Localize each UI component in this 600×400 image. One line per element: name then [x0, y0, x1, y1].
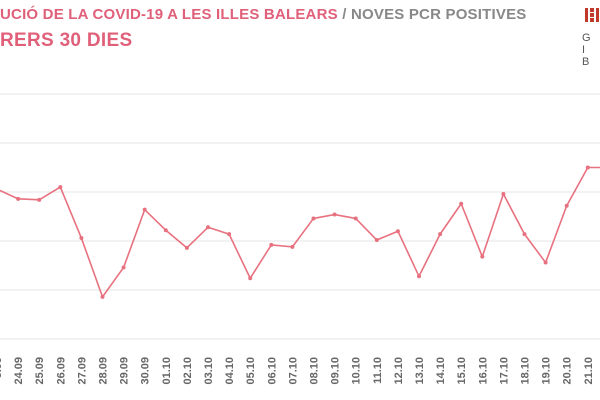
data-point-13.10	[417, 274, 421, 279]
data-point-12.10	[395, 229, 400, 234]
data-point-07.10	[290, 244, 295, 249]
data-point-04.10	[227, 232, 232, 237]
data-point-17.10	[501, 191, 506, 196]
title-separator: /	[342, 6, 347, 23]
data-point-21.10	[585, 165, 590, 170]
x-tick-label-05.10: 05.10	[245, 357, 257, 385]
x-tick-label-12.10: 12.10	[393, 357, 405, 385]
x-tick-label-16.10: 16.10	[477, 357, 489, 385]
data-point-30.09	[142, 207, 147, 212]
data-point-06.10	[269, 242, 274, 247]
data-point-18.10	[522, 232, 527, 237]
x-tick-label-26.09: 26.09	[55, 357, 67, 385]
govern-logo-icon	[585, 8, 599, 22]
x-tick-label-01.10: 01.10	[161, 357, 173, 385]
x-tick-label-03.10: 03.10	[203, 357, 215, 385]
title-main: UCIÓ DE LA COVID-19 A LES ILLES BALEARS	[0, 6, 338, 23]
data-point-01.10	[163, 228, 168, 233]
x-tick-label-28.09: 28.09	[98, 357, 110, 385]
x-tick-label-29.09: 29.09	[119, 357, 131, 385]
data-point-14.10	[438, 232, 443, 237]
x-tick-label-17.10: 17.10	[498, 357, 510, 385]
x-tick-label-25.09: 25.09	[34, 357, 46, 385]
govern-logo: G I B	[579, 6, 600, 68]
x-tick-label-15.10: 15.10	[456, 357, 468, 385]
data-point-26.09	[58, 185, 63, 190]
data-point-02.10	[184, 245, 189, 250]
x-tick-label-04.10: 04.10	[224, 357, 236, 385]
x-tick-label-23.09: 3.09	[0, 357, 4, 378]
data-point-28.09	[100, 294, 105, 299]
logo-letter-g: G	[582, 32, 591, 44]
x-tick-label-24.09: 24.09	[13, 357, 25, 385]
data-point-27.09	[79, 236, 84, 241]
x-tick-label-08.10: 08.10	[309, 357, 321, 385]
x-tick-label-06.10: 06.10	[266, 357, 278, 385]
x-tick-label-11.10: 11.10	[372, 357, 384, 384]
data-point-05.10	[248, 276, 253, 281]
x-tick-label-14.10: 14.10	[435, 357, 447, 385]
data-point-08.10	[311, 216, 316, 221]
x-tick-label-10.10: 10.10	[351, 357, 363, 385]
x-tick-label-27.09: 27.09	[76, 357, 88, 385]
data-point-09.10	[332, 212, 337, 217]
logo-letter-b: B	[582, 56, 590, 68]
chart-subtitle: RERS 30 DIES	[0, 30, 133, 51]
data-point-24.09	[16, 196, 21, 201]
chart-title: UCIÓ DE LA COVID-19 A LES ILLES BALEARS …	[0, 6, 526, 28]
x-tick-label-07.10: 07.10	[287, 357, 299, 385]
title-sub: NOVES PCR POSITIVES	[350, 6, 527, 23]
series-line	[0, 166, 600, 298]
data-point-19.10	[543, 260, 548, 265]
data-point-20.10	[564, 203, 569, 208]
data-point-11.10	[374, 238, 379, 243]
data-point-25.09	[37, 197, 42, 202]
data-point-16.10	[480, 254, 485, 259]
x-tick-label-21.10: 21.10	[583, 357, 595, 385]
x-tick-label-19.10: 19.10	[541, 357, 553, 385]
x-tick-label-02.10: 02.10	[182, 357, 194, 385]
data-point-29.09	[121, 265, 126, 270]
data-point-15.10	[459, 201, 464, 206]
x-tick-label-09.10: 09.10	[330, 357, 342, 385]
x-tick-label-20.10: 20.10	[562, 357, 574, 385]
data-point-03.10	[206, 225, 210, 230]
x-tick-label-18.10: 18.10	[520, 357, 532, 385]
data-point-10.10	[353, 216, 358, 221]
x-tick-label-30.09: 30.09	[140, 357, 152, 385]
x-tick-label-13.10: 13.10	[414, 357, 426, 385]
logo-letter-i: I	[582, 44, 586, 56]
